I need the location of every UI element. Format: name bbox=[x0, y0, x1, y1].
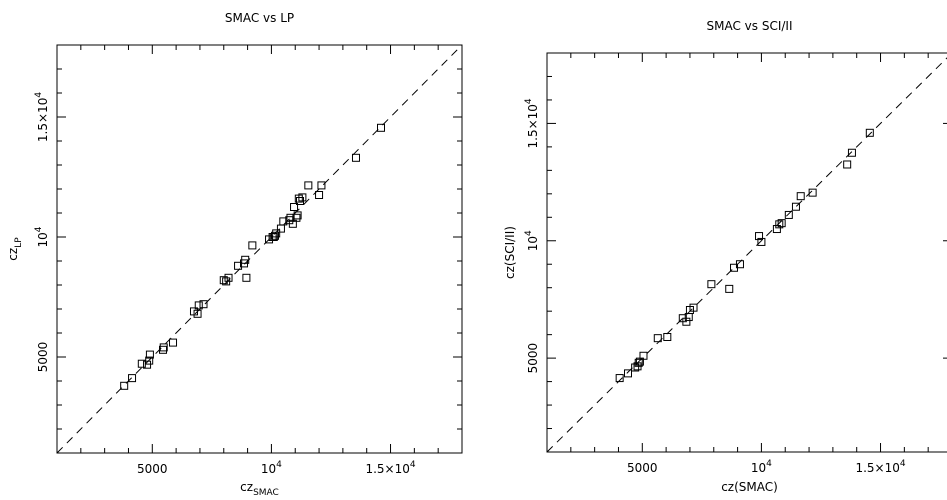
x-axis-label: czSMAC bbox=[240, 480, 279, 498]
data-point bbox=[735, 260, 744, 269]
data-point bbox=[292, 213, 301, 222]
x-tick-label: 1.5×104 bbox=[855, 459, 905, 475]
data-point bbox=[755, 232, 764, 241]
data-point bbox=[270, 231, 279, 240]
data-point bbox=[615, 374, 624, 383]
data-point bbox=[194, 301, 203, 310]
chart-title: SMAC vs LP bbox=[225, 11, 294, 25]
data-point bbox=[145, 350, 154, 359]
data-point bbox=[689, 303, 698, 312]
data-point bbox=[224, 273, 233, 282]
data-point bbox=[317, 181, 326, 190]
chart-title: SMAC vs SCI/II bbox=[707, 19, 793, 33]
plot-frame bbox=[56, 44, 463, 454]
x-tick-label: 5000 bbox=[627, 461, 658, 475]
data-point bbox=[219, 276, 228, 285]
x-tick-label: 104 bbox=[261, 460, 282, 476]
data-point bbox=[796, 192, 805, 201]
y-tick-label: 1.5×104 bbox=[34, 92, 50, 142]
y-axis-label: czLP bbox=[6, 237, 24, 261]
data-point bbox=[772, 225, 781, 234]
data-point bbox=[777, 219, 786, 228]
data-point bbox=[298, 193, 307, 202]
data-point bbox=[639, 351, 648, 360]
data-point bbox=[143, 360, 152, 369]
data-point bbox=[865, 128, 874, 137]
y-axis-label: cz(SCI/II) bbox=[503, 226, 517, 279]
data-point bbox=[120, 381, 129, 390]
y-tick-label: 104 bbox=[34, 226, 50, 247]
data-point bbox=[351, 153, 360, 162]
data-point bbox=[128, 374, 137, 383]
data-point bbox=[315, 191, 324, 199]
data-point bbox=[234, 261, 243, 270]
data-point bbox=[757, 237, 766, 246]
data-point bbox=[293, 211, 302, 220]
data-point bbox=[248, 241, 257, 250]
data-point bbox=[653, 334, 662, 343]
data-point bbox=[159, 343, 168, 352]
data-point bbox=[193, 309, 202, 318]
data-point bbox=[808, 188, 817, 197]
data-point bbox=[272, 229, 281, 238]
chart-panel-1: SMAC vs LP 5000 104 1.5×104 5000 104 1.5×104 cz… bbox=[6, 11, 463, 498]
plot-frame bbox=[546, 52, 947, 453]
data-point bbox=[290, 203, 299, 211]
data-point bbox=[847, 148, 856, 157]
data-point bbox=[707, 280, 716, 289]
data-point bbox=[725, 284, 734, 293]
x-axis-label: cz(SMAC) bbox=[721, 480, 778, 494]
data-point bbox=[276, 224, 285, 233]
x-tick-label: 1.5×104 bbox=[365, 460, 415, 476]
data-point bbox=[784, 210, 793, 219]
y-tick-label: 104 bbox=[524, 230, 540, 251]
data-point bbox=[242, 273, 251, 282]
y-tick-label: 5000 bbox=[36, 342, 50, 373]
data-point bbox=[624, 369, 632, 378]
chart-panel-2: SMAC vs SCI/II 5000 104 1.5×104 5000 104 1.5×1… bbox=[503, 19, 947, 494]
data-point bbox=[304, 181, 313, 190]
data-point bbox=[663, 332, 672, 341]
y-tick-label: 1.5×104 bbox=[524, 98, 540, 148]
data-point bbox=[682, 317, 691, 326]
data-point bbox=[241, 255, 250, 264]
data-point bbox=[377, 123, 385, 132]
data-point bbox=[775, 220, 784, 229]
data-point bbox=[791, 202, 800, 211]
y-tick-label: 5000 bbox=[526, 343, 540, 374]
identity-reference-line bbox=[56, 44, 463, 454]
data-point bbox=[159, 345, 168, 354]
x-tick-label: 5000 bbox=[137, 462, 168, 476]
data-point bbox=[169, 338, 178, 347]
data-point bbox=[145, 356, 154, 365]
x-tick-label: 104 bbox=[751, 459, 772, 475]
identity-reference-line bbox=[546, 57, 947, 453]
data-point bbox=[634, 358, 643, 367]
data-point bbox=[843, 160, 852, 169]
data-point bbox=[199, 300, 208, 309]
